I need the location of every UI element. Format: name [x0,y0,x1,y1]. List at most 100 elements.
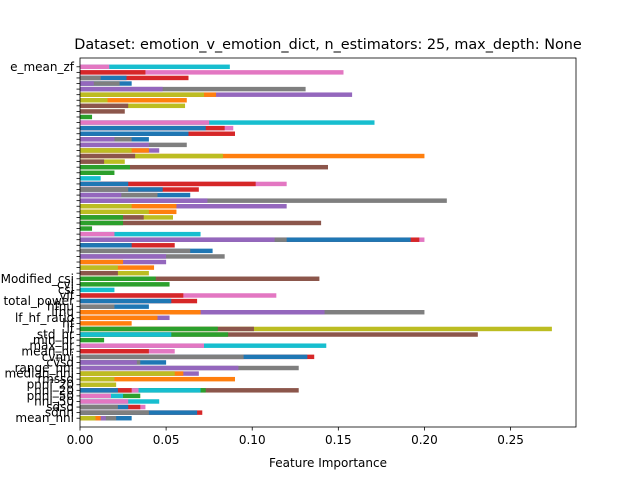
y-tick-label-mean_nni: mean_nni [15,411,74,425]
bar-row-63-seg-1 [80,64,110,70]
bar-row-10-seg-2 [80,360,137,365]
bar-row-22-seg-1 [80,293,184,298]
y-tick-label-hf: hf [62,316,75,330]
bar-row-56-seg-0 [80,103,186,109]
bar-row-60-seg-2 [80,81,94,86]
y-tick-label-cvnni: cvnni [42,350,74,364]
chart-title: Dataset: emotion_v_emotion_dict, n_estim… [74,37,582,53]
bar-row-54-seg-0 [80,114,93,120]
bar-row-7-seg-0 [80,376,235,382]
y-tick-label-hfnu: hfnu [47,300,74,314]
bar-row-60-seg-1 [80,81,120,86]
y-tick-label-pnni_50: pnni_50 [27,389,74,403]
bar-row-0-seg-4 [80,415,96,421]
bar-row-2-seg-3 [80,404,118,410]
bar-row-53-seg-0 [80,120,375,125]
bar-row-9-seg-1 [80,365,239,371]
bar-row-13-seg-1 [80,343,204,348]
bars-layer [80,64,552,421]
bar-row-43-seg-0 [80,176,101,181]
bar-row-49-seg-1 [80,142,149,148]
bar-row-25-seg-1 [80,276,156,281]
bar-row-24-seg-0 [80,282,170,287]
bar-row-16-seg-0 [80,326,552,332]
bar-row-55-seg-0 [80,109,125,114]
bar-row-19-seg-2 [80,310,201,315]
y-tick-label-lf_hf_ratio: lf_hf_ratio [15,311,74,325]
bar-row-15-seg-2 [80,332,172,337]
bar-row-38-seg-2 [80,204,132,209]
bar-row-47-seg-0 [80,153,425,159]
bar-row-62-seg-0 [80,70,344,75]
bar-row-45-seg-1 [80,164,130,170]
bar-row-14-seg-0 [80,337,105,343]
bar-row-36-seg-2 [80,215,124,220]
bar-row-26-seg-1 [80,270,118,276]
bar-row-19-seg-1 [80,310,325,315]
bar-row-4-seg-2 [80,393,111,399]
bar-row-37-seg-1 [80,209,149,215]
bar-row-5-seg-2 [80,388,201,393]
bar-row-51-seg-1 [80,131,189,136]
bar-row-23-seg-0 [80,287,115,293]
x-tick-label-5: 0.25 [497,433,524,447]
y-tick-label-nni_50: nni_50 [34,394,74,408]
bar-row-39-seg-1 [80,198,208,203]
bar-row-35-seg-1 [80,220,124,226]
bar-row-11-seg-2 [80,354,244,360]
bar-row-42-seg-2 [80,181,129,187]
bar-row-1-seg-2 [80,410,149,415]
x-tick-label-2: 0.10 [239,433,266,447]
bar-row-16-seg-2 [80,326,218,332]
bar-row-5-seg-5 [80,388,118,393]
y-tick-label-min_hr: min_hr [33,333,74,347]
y-tick-label-lfnu: lfnu [51,305,74,319]
y-tick-label-sdsd: sdsd [46,400,74,414]
bar-row-45-seg-0 [80,164,328,170]
plot-frame [79,57,577,428]
bar-row-48-seg-2 [80,148,132,153]
y-tick-label-pnni_20: pnni_20 [27,378,74,392]
bar-row-63-seg-0 [80,64,230,70]
bar-row-62-seg-1 [80,70,146,75]
y-tick-label-std_hr: std_hr [37,328,74,342]
bar-row-33-seg-1 [80,231,115,237]
y-tick-label-sdnn: sdnn [45,406,74,420]
bar-row-28-seg-1 [80,259,124,265]
bar-row-50-seg-2 [80,137,115,142]
y-tick-label-total_power: total_power [3,294,74,308]
bar-row-21-seg-1 [80,298,172,304]
bar-row-61-seg-2 [80,75,101,81]
bar-row-30-seg-1 [80,248,191,254]
bar-row-61-seg-1 [80,75,127,81]
bar-row-53-seg-1 [80,120,210,125]
bar-row-33-seg-0 [80,231,201,237]
bar-row-3-seg-1 [80,399,129,404]
bar-row-32-seg-4 [80,237,275,242]
bar-row-12-seg-1 [80,349,149,354]
bar-row-18-seg-1 [80,315,158,321]
bar-row-27-seg-1 [80,265,118,270]
bar-row-20-seg-0 [80,304,149,309]
bar-row-35-seg-0 [80,220,322,226]
bar-row-46-seg-1 [80,159,105,164]
bar-row-8-seg-2 [80,371,175,376]
bar-row-20-seg-1 [80,304,115,309]
y-tick-label-nni_20: nni_20 [34,383,74,397]
bar-row-47-seg-2 [80,153,136,159]
bar-row-29-seg-1 [80,254,167,259]
bar-row-31-seg-1 [80,243,132,248]
bar-row-59-seg-1 [80,86,163,92]
bar-row-40-seg-2 [80,192,122,198]
x-axis-label: Feature Importance [269,456,387,470]
bar-row-38-seg-0 [80,204,287,209]
bar-row-59-seg-0 [80,86,306,92]
bar-row-7-seg-1 [80,376,115,382]
y-tick-label-mean_hr: mean_hr [21,344,74,358]
y-tick-label-e_mean_zf: e_mean_zf [10,60,75,74]
y-tick-label-cvsd: cvsd [46,355,74,369]
bar-row-39-seg-0 [80,198,447,203]
y-tick-label-median_nni: median_nni [4,367,74,381]
x-tick-label-0: 0.00 [67,433,94,447]
